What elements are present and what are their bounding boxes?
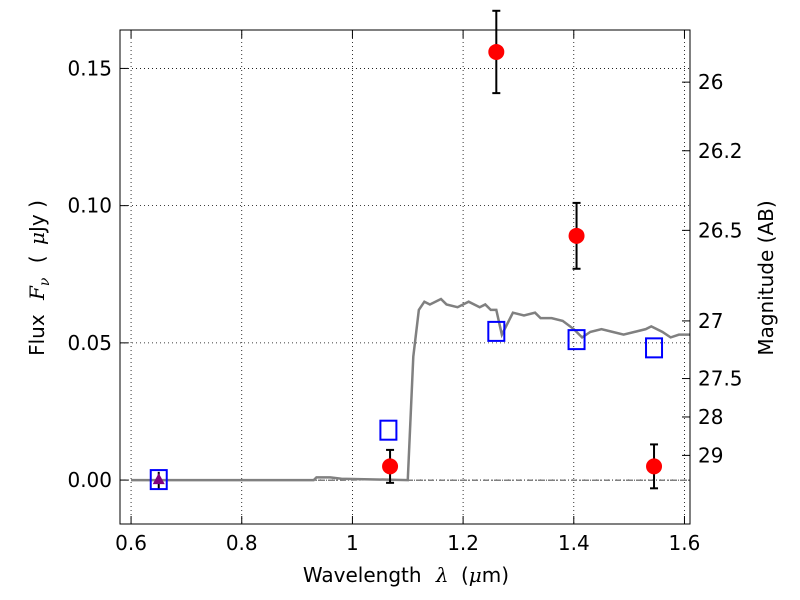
model-photometry-point: [567, 329, 586, 351]
observed-point: [488, 43, 505, 60]
right-tick-label: 26.2: [698, 139, 743, 163]
y-tick-label: 0.00: [67, 468, 112, 492]
model-photometry-point: [487, 320, 506, 342]
x-tick-label: 1.2: [447, 531, 479, 555]
right-tick-label: 27: [698, 309, 723, 333]
observed-point: [646, 458, 663, 475]
right-tick-label: 28: [698, 405, 723, 429]
grid: [120, 30, 690, 524]
x-tick-label: 1.4: [558, 531, 590, 555]
right-tick-label: 29: [698, 443, 723, 467]
model-photometry-point: [645, 337, 664, 359]
right-axis-label: Magnitude (AB): [754, 200, 778, 355]
model-photometry-point: [379, 419, 398, 441]
x-tick-label: 1: [346, 531, 359, 555]
model-sed-line: [131, 297, 690, 482]
axis-ticks: 0.6 0.8 1 1.2 1.4 1.6 0.00 0.05 0.10 0.15 26 26.2 26…: [67, 30, 743, 555]
x-axis-label: Wavelength λ (μm): [303, 563, 509, 587]
y-tick-label: 0.10: [67, 194, 112, 218]
plot-frame: [119, 29, 691, 525]
model-photometry-point: [149, 469, 168, 491]
right-tick-label: 26: [698, 70, 723, 94]
data-markers: [149, 9, 664, 491]
observed-point: [382, 458, 399, 475]
y-tick-label: 0.05: [67, 331, 112, 355]
right-tick-label: 26.5: [698, 218, 743, 242]
upper-limit-point: [152, 473, 165, 485]
x-tick-label: 0.6: [115, 531, 147, 555]
y-tick-label: 0.15: [67, 56, 112, 80]
observed-point: [568, 227, 585, 244]
y-axis-label: Flux Fν ( μJy ): [25, 200, 54, 356]
right-tick-label: 27.5: [698, 367, 743, 391]
x-tick-label: 0.8: [226, 531, 258, 555]
x-tick-label: 1.6: [669, 531, 701, 555]
